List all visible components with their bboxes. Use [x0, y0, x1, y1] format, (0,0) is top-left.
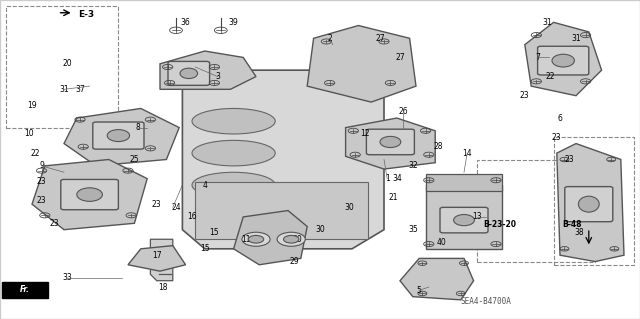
Text: 19: 19: [27, 101, 37, 110]
Text: 33: 33: [62, 273, 72, 282]
Text: 25: 25: [129, 155, 140, 164]
Circle shape: [284, 235, 299, 243]
Text: 23: 23: [49, 219, 60, 228]
Text: 31: 31: [542, 18, 552, 27]
Text: 31: 31: [59, 85, 69, 94]
FancyBboxPatch shape: [168, 62, 209, 85]
Text: 32: 32: [408, 161, 418, 170]
Bar: [554, 137, 634, 265]
FancyBboxPatch shape: [61, 179, 118, 210]
Polygon shape: [525, 22, 602, 96]
Text: 29: 29: [289, 257, 300, 266]
Bar: [426, 174, 502, 191]
Text: 15: 15: [209, 228, 220, 237]
Circle shape: [277, 232, 305, 246]
Bar: [6, 6, 118, 128]
Polygon shape: [400, 258, 474, 300]
Text: B-23-20: B-23-20: [483, 220, 516, 229]
Polygon shape: [64, 108, 179, 166]
Text: E-3: E-3: [78, 10, 94, 19]
Polygon shape: [307, 26, 416, 102]
Text: 14: 14: [462, 149, 472, 158]
FancyBboxPatch shape: [366, 129, 415, 155]
Text: 6: 6: [557, 114, 563, 122]
Text: 23: 23: [36, 177, 47, 186]
Text: 24: 24: [171, 203, 181, 212]
Text: 26: 26: [398, 107, 408, 116]
Polygon shape: [557, 144, 624, 262]
Ellipse shape: [380, 137, 401, 148]
Text: 36: 36: [180, 18, 191, 27]
Bar: [477, 160, 595, 262]
Text: 16: 16: [187, 212, 197, 221]
FancyBboxPatch shape: [440, 207, 488, 233]
FancyBboxPatch shape: [538, 46, 589, 75]
Text: 30: 30: [292, 235, 303, 244]
Text: 13: 13: [472, 212, 482, 221]
Text: 9: 9: [39, 161, 44, 170]
Text: 27: 27: [376, 34, 386, 43]
Ellipse shape: [192, 172, 275, 198]
Text: 22: 22: [546, 72, 555, 81]
Ellipse shape: [192, 140, 275, 166]
Text: 10: 10: [24, 130, 34, 138]
Text: 23: 23: [36, 197, 47, 205]
Text: 39: 39: [228, 18, 239, 27]
Text: 11: 11: [242, 235, 251, 244]
Text: 23: 23: [152, 200, 162, 209]
Text: 23: 23: [520, 91, 530, 100]
Text: 40: 40: [436, 238, 447, 247]
Polygon shape: [234, 211, 307, 265]
Text: 23: 23: [552, 133, 562, 142]
Text: 15: 15: [200, 244, 210, 253]
Text: 30: 30: [315, 225, 325, 234]
Ellipse shape: [77, 188, 102, 201]
Polygon shape: [150, 239, 173, 281]
Text: 31: 31: [571, 34, 581, 43]
Text: 17: 17: [152, 251, 162, 260]
Ellipse shape: [552, 54, 575, 67]
Ellipse shape: [454, 215, 474, 226]
Text: 37: 37: [75, 85, 85, 94]
Text: 30: 30: [344, 203, 354, 212]
Text: B-48: B-48: [562, 220, 581, 229]
Text: 35: 35: [408, 225, 418, 234]
Polygon shape: [160, 51, 256, 89]
Text: 21: 21: [389, 193, 398, 202]
Text: 1: 1: [385, 174, 390, 183]
Polygon shape: [32, 160, 147, 230]
Ellipse shape: [579, 196, 599, 212]
Text: 20: 20: [62, 59, 72, 68]
Polygon shape: [182, 70, 384, 249]
Text: 28: 28: [434, 142, 443, 151]
Polygon shape: [128, 246, 186, 271]
Text: 12: 12: [360, 130, 369, 138]
Text: 27: 27: [395, 53, 405, 62]
FancyBboxPatch shape: [565, 187, 613, 222]
Text: 23: 23: [564, 155, 575, 164]
Text: 2: 2: [327, 34, 332, 43]
Ellipse shape: [108, 130, 129, 142]
Text: 4: 4: [202, 181, 207, 189]
Text: 8: 8: [135, 123, 140, 132]
Text: 5: 5: [417, 286, 422, 295]
Text: Fr.: Fr.: [19, 286, 29, 294]
Circle shape: [242, 232, 270, 246]
Ellipse shape: [192, 108, 275, 134]
Ellipse shape: [180, 68, 198, 78]
Text: 18: 18: [159, 283, 168, 292]
Circle shape: [248, 235, 264, 243]
Polygon shape: [346, 118, 435, 169]
Text: 7: 7: [535, 53, 540, 62]
Bar: [426, 185, 502, 249]
Text: SEA4-B4700A: SEA4-B4700A: [461, 297, 511, 306]
FancyBboxPatch shape: [93, 122, 144, 149]
Text: 34: 34: [392, 174, 402, 183]
Text: 22: 22: [31, 149, 40, 158]
Text: 38: 38: [574, 228, 584, 237]
FancyBboxPatch shape: [2, 282, 48, 298]
Text: 3: 3: [215, 72, 220, 81]
Bar: [195, 182, 368, 239]
